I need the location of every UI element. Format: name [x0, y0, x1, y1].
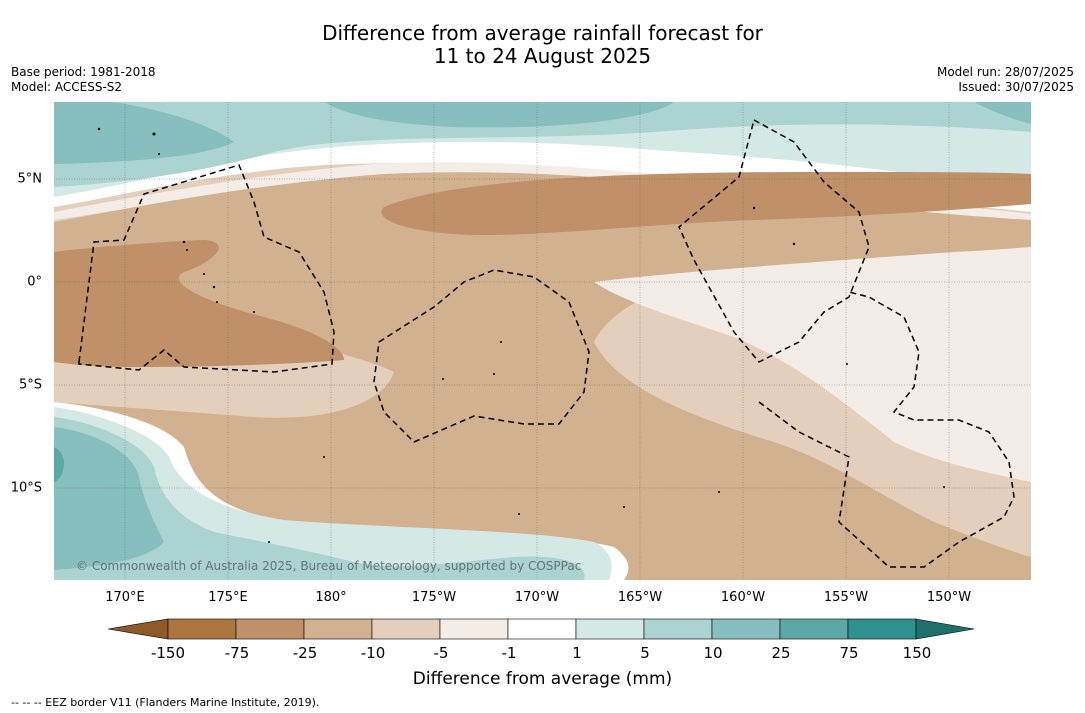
- x-tick: 175°E: [208, 590, 248, 605]
- brown-band-main: [54, 172, 1031, 580]
- eez-east-a: [758, 291, 1015, 568]
- issued-date: Issued: 30/07/2025: [958, 80, 1074, 94]
- north-dark-teal-2: [324, 102, 674, 128]
- y-tick: 0°: [27, 274, 42, 290]
- colorbar-label: 5: [640, 644, 650, 662]
- map-title: Difference from average rainfall forecas…: [0, 22, 1085, 68]
- meta-right: Model run: 28/07/2025 Issued: 30/07/2025: [937, 65, 1074, 95]
- brown-dark-west: [54, 240, 344, 367]
- eez-west: [78, 164, 335, 373]
- colorbar-segment: [711, 618, 781, 640]
- eez-borders: [78, 118, 1015, 568]
- eez-central: [373, 269, 590, 443]
- colorbar-segment: [507, 618, 577, 640]
- colorbar-segment: [167, 618, 237, 640]
- colorbar-label: 75: [839, 644, 859, 662]
- north-nearwhite: [54, 162, 1031, 224]
- colorbar-label: 25: [771, 644, 791, 662]
- x-tick: 170°E: [105, 590, 145, 605]
- model-name: Model: ACCESS-S2: [11, 80, 123, 94]
- colorbar-label: -10: [360, 644, 386, 662]
- eez-legend: -- -- -- EEZ border V11 (Flanders Marine…: [11, 696, 320, 709]
- colorbar-label: -75: [224, 644, 250, 662]
- base-period: Base period: 1981-2018: [11, 65, 156, 79]
- southwest-mid-teal: [54, 417, 585, 580]
- southwest-dark-teal: [54, 427, 164, 570]
- model-run: Model run: 28/07/2025: [936, 65, 1074, 79]
- southwest-teal-blob: [54, 447, 64, 482]
- colorbar-segment: [779, 618, 849, 640]
- island-dots: [97, 127, 945, 543]
- north-dark-teal: [54, 102, 234, 164]
- colorbar-segment: [371, 618, 441, 640]
- colorbar-label: -150: [150, 644, 186, 662]
- x-tick: 150°W: [926, 590, 972, 605]
- rainfall-map: [54, 102, 1031, 580]
- colorbar-label: 150: [902, 644, 932, 662]
- x-tick: 175°W: [411, 590, 457, 605]
- copyright-notice: © Commonwealth of Australia 2025, Bureau…: [76, 559, 582, 573]
- colorbar-label: 10: [703, 644, 723, 662]
- y-tick: 5°N: [17, 171, 43, 187]
- eez-northeast: [678, 118, 870, 363]
- x-tick: 155°W: [823, 590, 869, 605]
- colorbar-label: 1: [572, 644, 582, 662]
- meta-left: Base period: 1981-2018 Model: ACCESS-S2: [11, 65, 156, 95]
- colorbar-title: Difference from average (mm): [412, 669, 673, 689]
- title-line-1: Difference from average rainfall forecas…: [322, 21, 763, 45]
- colorbar-label: -5: [433, 644, 449, 662]
- north-dark-teal-3: [974, 102, 1031, 124]
- grid-lines: [54, 102, 1031, 580]
- colorbar-segment: [235, 618, 305, 640]
- colorbar-segment: [575, 618, 645, 640]
- brown-dark-north: [381, 172, 1031, 235]
- colorbar: [108, 618, 975, 640]
- colorbar-segment: [847, 618, 917, 640]
- y-tick: 5°S: [18, 377, 42, 393]
- title-line-2: 11 to 24 August 2025: [433, 44, 652, 68]
- x-tick: 160°W: [720, 590, 766, 605]
- x-tick: 180°: [315, 590, 347, 605]
- colorbar-extend-high: [915, 618, 975, 640]
- x-tick: 165°W: [617, 590, 663, 605]
- x-tick: 170°W: [514, 590, 560, 605]
- north-mid-teal: [54, 102, 1031, 187]
- colorbar-extend-low: [108, 618, 169, 640]
- colorbar-segment: [303, 618, 373, 640]
- colorbar-label: -25: [292, 644, 318, 662]
- colorbar-segment: [643, 618, 713, 640]
- colorbar-segment: [439, 618, 509, 640]
- colorbar-label: -1: [501, 644, 517, 662]
- light-east-region: [594, 247, 1031, 482]
- y-tick: 10°S: [10, 480, 42, 496]
